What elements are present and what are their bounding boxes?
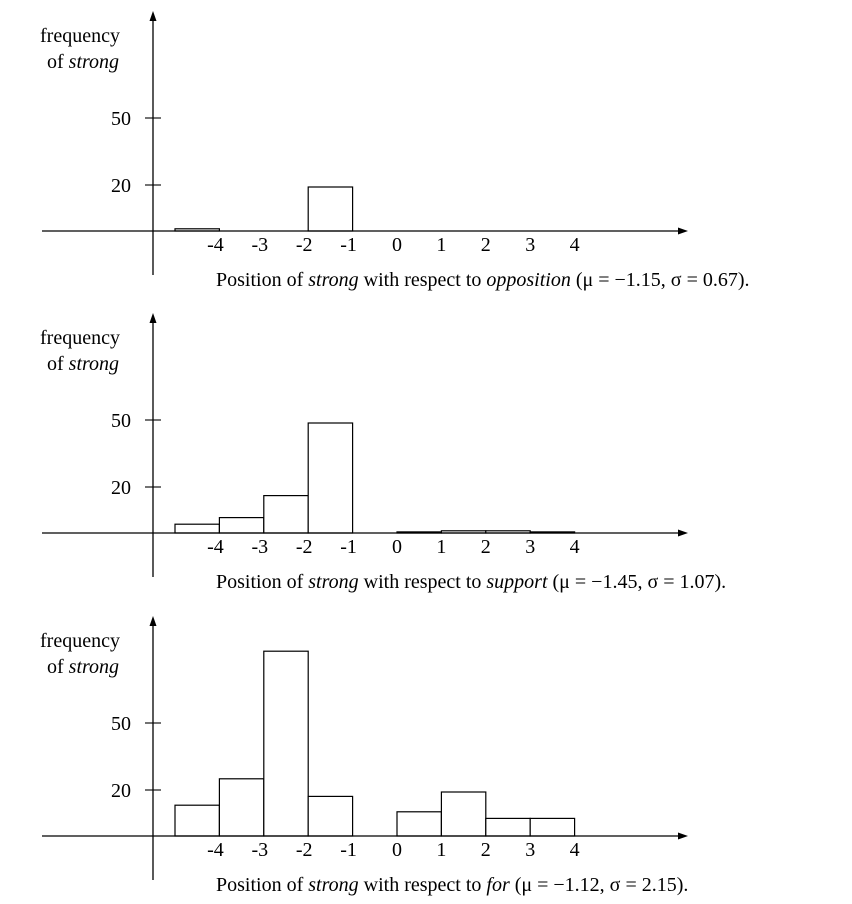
histogram-panel-1: 20 50 frequency of strong -4 -3 -2 -1 0 1 2 3 4 Posit… [40, 11, 750, 291]
bar [218, 516, 265, 534]
y-axis-label-line-1: frequency [40, 25, 120, 47]
x-tick-label: 2 [481, 536, 491, 558]
x-tick-label: 4 [570, 839, 580, 861]
x-tick-label: -3 [251, 536, 268, 558]
bar [307, 422, 354, 534]
bar [307, 186, 354, 232]
y-tick-label: 50 [111, 713, 131, 735]
x-tick-label: -3 [251, 839, 268, 861]
bar [174, 804, 221, 837]
y-axis-arrow [149, 11, 157, 21]
bar [263, 650, 309, 837]
chart-caption: Position of strong with respect to for (… [216, 874, 688, 896]
bar [529, 817, 576, 837]
x-tick-label: 4 [570, 536, 580, 558]
x-tick-label: -1 [340, 839, 357, 861]
y-tick-label: 50 [111, 410, 131, 432]
y-tick-label: 20 [111, 175, 131, 197]
x-tick-label: 2 [481, 839, 491, 861]
y-tick-label: 20 [111, 477, 131, 499]
chart-caption: Position of strong with respect to suppo… [216, 571, 726, 593]
x-axis-arrow [678, 832, 688, 840]
x-tick-label: 0 [392, 536, 402, 558]
x-tick-label: 3 [525, 536, 535, 558]
y-axis-label-line-2: of strong [47, 51, 119, 73]
x-tick-label: -2 [296, 839, 313, 861]
x-axis-arrow [678, 529, 688, 537]
bar [174, 523, 221, 534]
x-tick-label: 3 [525, 839, 535, 861]
y-tick-label: 50 [111, 108, 131, 130]
x-tick-label: 1 [436, 234, 446, 256]
y-tick-label: 20 [111, 780, 131, 802]
y-axis-label-line-1: frequency [40, 327, 120, 349]
y-axis-label-line-1: frequency [40, 630, 120, 652]
y-axis-label-line-2: of strong [47, 353, 119, 375]
histogram-panel-3: 20 50 frequency of strong -4 -3 -2 -1 0 1 2 3 4 Posit… [40, 616, 688, 896]
chart-caption: Position of strong with respect to oppos… [216, 269, 750, 291]
x-tick-label: -2 [296, 234, 313, 256]
x-tick-label: 4 [570, 234, 580, 256]
x-tick-label: 0 [392, 839, 402, 861]
x-tick-label: 1 [436, 536, 446, 558]
x-tick-label: -4 [207, 234, 224, 256]
x-tick-label: -4 [207, 536, 224, 558]
y-axis-label-line-2: of strong [47, 656, 119, 678]
x-tick-label: -2 [296, 536, 313, 558]
y-axis-arrow [149, 313, 157, 323]
x-tick-label: 3 [525, 234, 535, 256]
bar [485, 817, 531, 837]
bar [307, 795, 354, 837]
x-axis-arrow [678, 227, 688, 235]
bar [263, 495, 309, 534]
bar [396, 811, 443, 837]
x-tick-label: -1 [340, 234, 357, 256]
x-tick-label: 0 [392, 234, 402, 256]
histogram-panel-2: 20 50 frequency of strong -4 -3 -2 -1 0 1 2 3 4 Posit… [40, 313, 726, 593]
x-tick-label: 2 [481, 234, 491, 256]
x-tick-label: -4 [207, 839, 224, 861]
x-tick-label: 1 [436, 839, 446, 861]
x-tick-label: -3 [251, 234, 268, 256]
x-tick-label: -1 [340, 536, 357, 558]
bar [440, 791, 487, 837]
y-axis-arrow [149, 616, 157, 626]
bar [218, 778, 265, 837]
